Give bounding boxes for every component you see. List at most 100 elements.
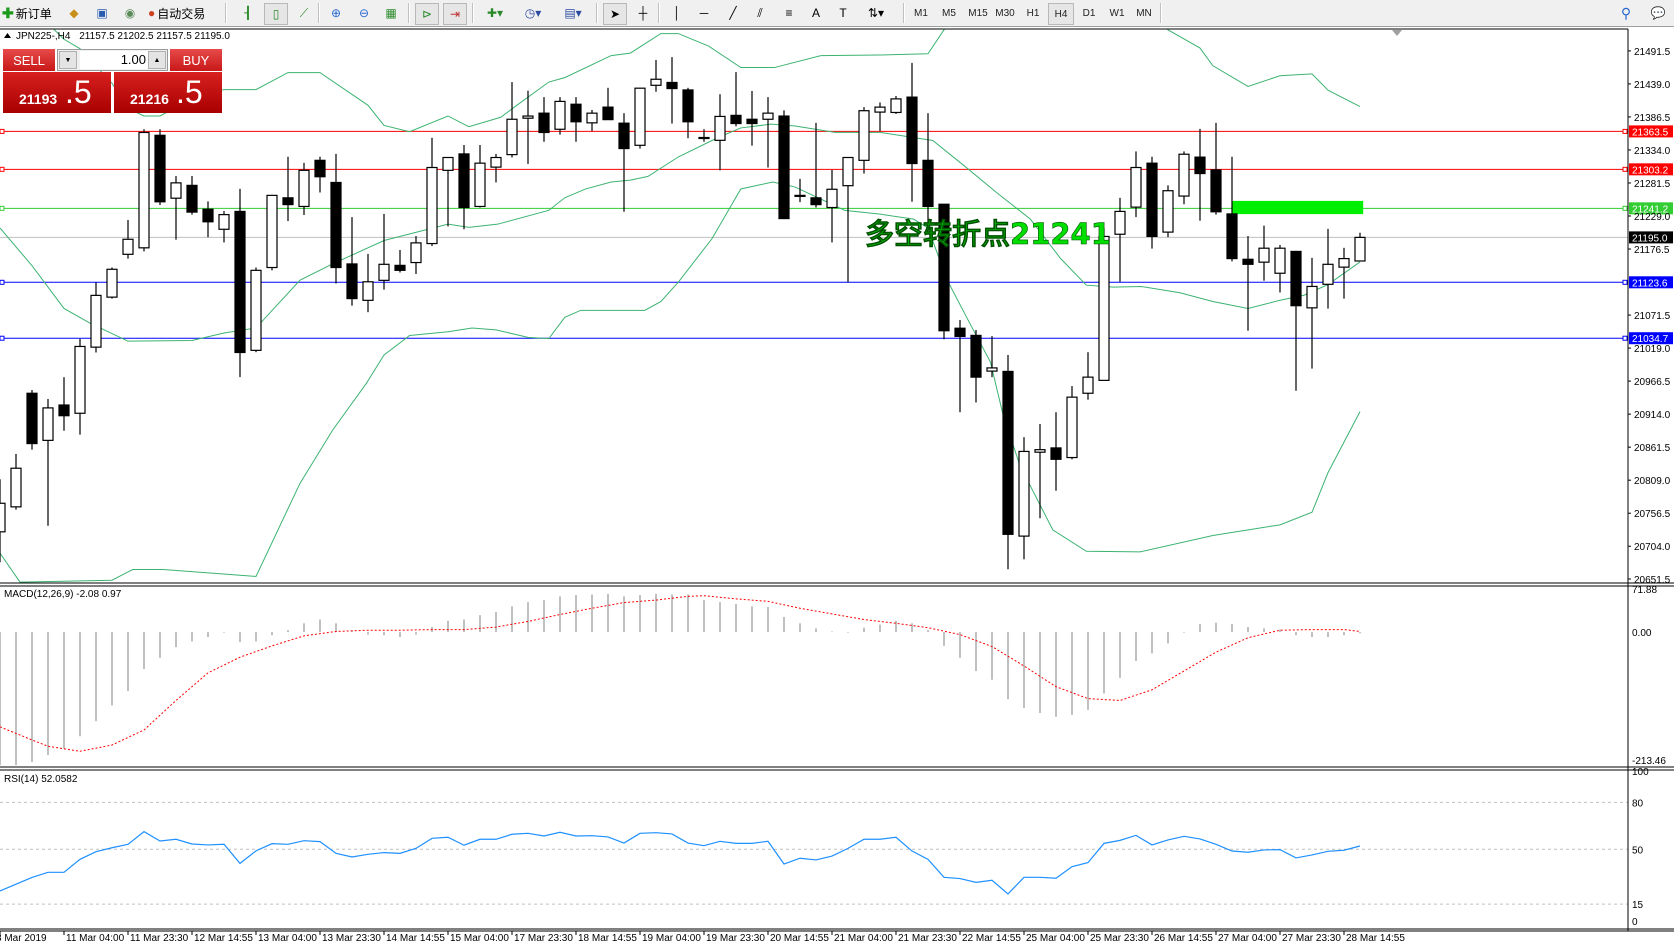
candle xyxy=(490,153,502,183)
horizontal-line-icon[interactable]: ─ xyxy=(699,6,709,20)
tile-windows-icon[interactable]: ▦ xyxy=(385,6,397,20)
sell-button[interactable]: SELL xyxy=(3,49,55,71)
text-icon[interactable]: A xyxy=(811,6,820,20)
bar-chart-icon[interactable]: ┨ xyxy=(244,6,252,20)
templates-dropdown-icon[interactable]: ▤▾ xyxy=(564,6,582,20)
symbol-period: JPN225-,H4 xyxy=(16,31,71,42)
text-label-icon[interactable]: T xyxy=(839,6,847,20)
candle xyxy=(1114,197,1126,282)
candle xyxy=(554,97,566,135)
bear-candle-body xyxy=(810,197,822,206)
bull-candle-body xyxy=(1306,285,1318,309)
zoom-out-icon[interactable]: ⊖ xyxy=(358,6,370,20)
candle xyxy=(1354,232,1366,262)
candle xyxy=(1194,128,1206,221)
buy-price-button[interactable]: 21216 .5 xyxy=(114,72,222,113)
bull-candle-body xyxy=(586,112,598,124)
candle xyxy=(122,219,134,259)
zoom-in-icon[interactable]: ⊕ xyxy=(330,6,342,20)
fibonacci-icon[interactable]: ≡ xyxy=(785,6,793,20)
candle xyxy=(26,390,38,450)
candle xyxy=(1162,185,1174,238)
bull-candle-body xyxy=(1114,210,1126,235)
bear-candle-body xyxy=(906,96,918,165)
line-anchor-left xyxy=(0,128,5,134)
cursor-icon[interactable]: ➤ xyxy=(603,3,627,25)
time-label: 15 Mar 04:00 xyxy=(450,933,509,944)
lot-increase-icon[interactable]: ▲ xyxy=(148,51,166,69)
new-order-icon: ✚ xyxy=(2,4,14,21)
bear-candle-body xyxy=(458,153,470,209)
candle xyxy=(202,201,214,238)
timeframe-w1[interactable]: W1 xyxy=(1109,7,1125,19)
search-icon[interactable]: ⚲ xyxy=(1620,4,1632,21)
lot-decrease-icon[interactable]: ▼ xyxy=(59,51,77,69)
price-tag-label: 21195.0 xyxy=(1632,233,1668,244)
lot-size-stepper[interactable]: ▼ 1.00 ▲ xyxy=(57,49,168,71)
candle xyxy=(410,236,422,274)
bull-candle-body xyxy=(1082,376,1094,394)
bull-candle-body xyxy=(506,118,518,156)
candle xyxy=(442,156,454,227)
timeframe-m5[interactable]: M5 xyxy=(942,7,956,19)
rsi-axis-label: 80 xyxy=(1632,798,1644,809)
timeframe-m15[interactable]: M15 xyxy=(968,7,988,19)
candle xyxy=(298,162,310,215)
line-anchor-left xyxy=(0,166,5,172)
candle xyxy=(266,194,278,271)
candle xyxy=(906,62,918,202)
one-click-trading-panel: SELL ▼ 1.00 ▲ BUY 21193 .5 21216 .5 xyxy=(3,49,222,113)
signals-icon[interactable]: ◉ xyxy=(124,6,136,20)
bear-candle-body xyxy=(570,103,582,123)
chat-icon[interactable]: 💬 xyxy=(1650,6,1666,20)
price-tag-label: 21363.5 xyxy=(1632,127,1669,138)
price-tick-label: 21019.0 xyxy=(1634,344,1671,355)
chart-window[interactable]: JPN225-,H4 21157.5 21202.5 21157.5 21195… xyxy=(0,27,1674,945)
new-order-button[interactable]: ✚ 新订单 xyxy=(2,3,52,23)
bull-candle-body xyxy=(1162,190,1174,233)
candle xyxy=(858,107,870,174)
equidistant-channel-icon[interactable]: ⫽ xyxy=(757,5,763,20)
buy-button[interactable]: BUY xyxy=(170,49,222,71)
bull-candle-body xyxy=(298,169,310,208)
price-tick-label: 20966.5 xyxy=(1634,377,1671,388)
bull-candle-body xyxy=(1018,450,1030,537)
indicators-dropdown-icon[interactable]: ✚▾ xyxy=(486,6,504,20)
timeframe-h1[interactable]: H1 xyxy=(1026,7,1040,19)
candle xyxy=(186,176,198,215)
bull-candle-body xyxy=(986,367,998,372)
candlestick-chart-icon[interactable]: ▯ xyxy=(264,3,288,25)
price-tick-label: 20756.5 xyxy=(1634,509,1671,520)
line-chart-icon[interactable]: ⟋ xyxy=(299,5,309,20)
timeframe-m30[interactable]: M30 xyxy=(995,7,1015,19)
timeframe-h4[interactable]: H4 xyxy=(1048,3,1074,25)
periods-dropdown-icon[interactable]: ◷▾ xyxy=(524,6,542,20)
candle xyxy=(1258,225,1270,281)
price-tag xyxy=(1629,125,1673,138)
market-watch-icon[interactable]: ◆ xyxy=(69,6,79,20)
candle xyxy=(1050,412,1062,491)
crosshair-icon[interactable]: ┼ xyxy=(638,6,648,20)
candle xyxy=(10,453,22,510)
lot-size-input[interactable]: 1.00 xyxy=(80,51,148,69)
trendline-icon[interactable]: ╱ xyxy=(729,6,737,20)
price-tag xyxy=(1629,231,1673,244)
collapse-triangle-icon[interactable] xyxy=(4,33,11,38)
auto-trading-button[interactable]: ● 自动交易 xyxy=(148,3,205,23)
navigator-icon[interactable]: ▣ xyxy=(96,6,108,20)
price-tag xyxy=(1629,276,1673,289)
vertical-line-icon[interactable]: │ xyxy=(673,6,681,20)
timeframe-m1[interactable]: M1 xyxy=(914,7,928,19)
timeframe-mn[interactable]: MN xyxy=(1136,7,1152,19)
chart-shift-icon[interactable]: ⇥ xyxy=(443,3,467,25)
arrows-dropdown-icon[interactable]: ⇅▾ xyxy=(867,6,885,20)
bear-candle-body xyxy=(1146,162,1158,238)
time-label: 26 Mar 14:55 xyxy=(1154,933,1213,944)
auto-trading-icon: ● xyxy=(148,6,156,20)
rsi-axis-label: 0 xyxy=(1632,917,1638,928)
timeframe-d1[interactable]: D1 xyxy=(1082,7,1096,19)
sell-price-button[interactable]: 21193 .5 xyxy=(3,72,111,113)
bear-candle-body xyxy=(330,181,342,269)
bull-candle-body xyxy=(410,242,422,264)
auto-scroll-icon[interactable]: ⊳ xyxy=(415,3,439,25)
